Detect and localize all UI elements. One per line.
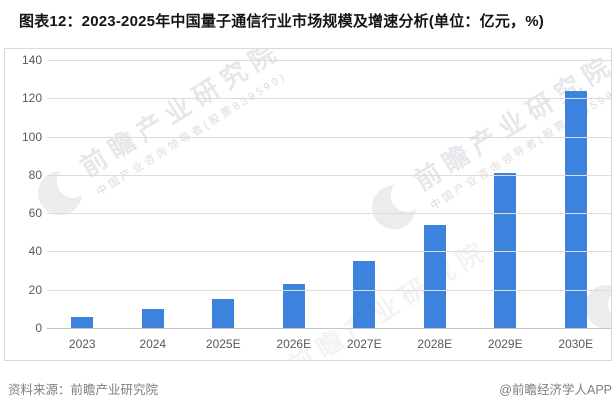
gridline-60: [47, 213, 611, 215]
x-axis-label-2029E: 2029E: [487, 337, 523, 351]
bar-2029E: [494, 172, 517, 328]
y-axis-label-40: 40: [28, 244, 42, 259]
bar-2030E: [564, 90, 587, 328]
x-axis-label-2030E: 2030E: [558, 337, 594, 351]
bar-slot-2030E: [541, 60, 612, 328]
bar-2026E: [282, 283, 305, 328]
bar-2028E: [423, 224, 446, 328]
bar-slot-2028E: [400, 60, 471, 328]
gridline-120: [47, 98, 611, 100]
gridline-40: [47, 251, 611, 253]
bar-slot-2023: [47, 60, 118, 328]
gridline-20: [47, 289, 611, 291]
gridline-140: [47, 60, 611, 61]
bar-slot-2026E: [259, 60, 330, 328]
y-axis-label-0: 0: [35, 321, 42, 335]
x-axis-label-2027E: 2027E: [346, 337, 382, 351]
credit-text: @前瞻经济学人APP: [499, 383, 612, 397]
chart-frame: 前瞻产业研究院 中国产业咨询领导者(股票839599) 前瞻产业研究院 中国产业…: [4, 48, 612, 361]
y-axis-label-20: 20: [28, 282, 42, 297]
y-axis-label-100: 100: [21, 129, 42, 144]
x-axis-labels: 2023 2024 2025E 2026E 2027E 2028E 2029E 2030E: [47, 337, 611, 351]
y-axis-label-140: 140: [21, 53, 42, 67]
bar-2024: [141, 308, 164, 328]
x-axis-label-2024: 2024: [139, 337, 167, 351]
chart-title: 图表12：2023-2025年中国量子通信行业市场规模及增速分析(单位：亿元，%…: [19, 13, 544, 30]
bar-2025E: [212, 299, 235, 328]
y-axis-label-80: 80: [28, 167, 42, 182]
x-axis-label-2026E: 2026E: [276, 337, 312, 351]
x-axis-label-2028E: 2028E: [417, 337, 453, 351]
gridline-0: [47, 328, 611, 329]
bar-slot-2025E: [188, 60, 259, 328]
bar-slot-2029E: [470, 60, 541, 328]
plot-area: [47, 60, 611, 329]
bar-2027E: [353, 261, 376, 328]
y-axis-label-60: 60: [28, 206, 42, 221]
bar-2023: [71, 316, 94, 328]
source-text: 资料来源：前瞻产业研究院: [8, 383, 159, 397]
bar-slot-2024: [118, 60, 189, 328]
bar-slot-2027E: [329, 60, 400, 328]
x-axis-label-2023: 2023: [68, 337, 96, 351]
x-axis-label-2025E: 2025E: [205, 337, 241, 351]
gridline-100: [47, 136, 611, 138]
y-axis-label-120: 120: [21, 91, 42, 106]
gridline-80: [47, 174, 611, 176]
bars-row: [47, 60, 611, 328]
